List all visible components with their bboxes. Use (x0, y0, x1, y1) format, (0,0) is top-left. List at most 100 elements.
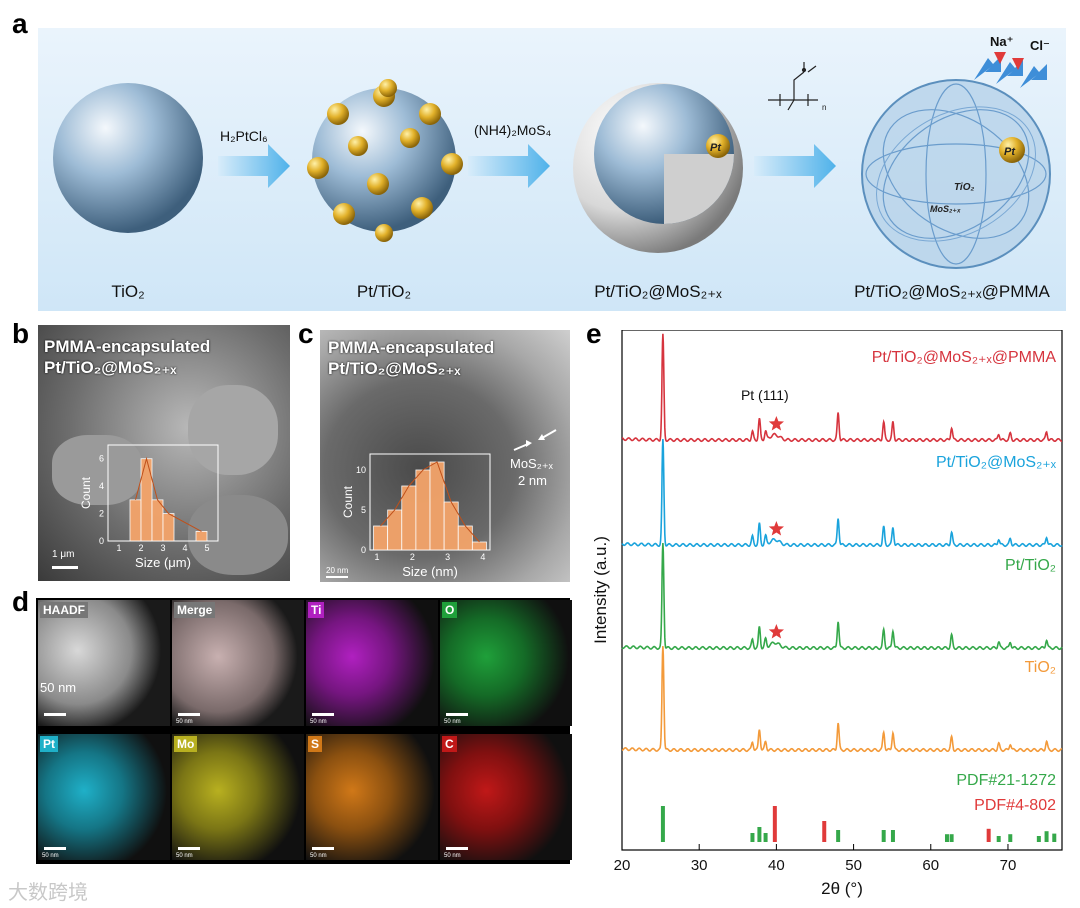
series-label: Pt/TiO₂@MoS₂₊ₓ (936, 454, 1057, 471)
pmma-structure-icon: n (768, 62, 826, 112)
series-label: Pt/TiO₂ (1005, 557, 1056, 574)
eds-tile-label: Pt (40, 736, 58, 752)
sem-scale-text: 1 μm (52, 549, 75, 560)
hist-x-label: Size (nm) (402, 564, 458, 579)
series-label: Pt/TiO₂@MoS₂₊ₓ@PMMA (872, 349, 1057, 366)
reference-label: PDF#4-802 (974, 797, 1056, 814)
eds-tile-pt: Pt 50 nm (38, 734, 170, 860)
eds-tile-c: C 50 nm (440, 734, 572, 860)
schematic-panel: Pt n Pt TiO₂ MoS₂₊ₓ (38, 28, 1066, 311)
sem-caption-1: PMMA-encapsulated (44, 337, 211, 356)
x-tick-label: 70 (1000, 857, 1017, 874)
pt-tio2-sphere (307, 79, 463, 242)
hist-x-tick: 5 (204, 543, 209, 553)
x-tick-label: 30 (691, 857, 708, 874)
na-ion-label: Na⁺ (990, 34, 1013, 49)
pt-111-annotation: Pt (111) (741, 387, 789, 403)
series-line (621, 333, 1062, 443)
reagent-2: (NH4)₂MoS₄ (474, 122, 552, 138)
sem-scale-bar (52, 566, 78, 569)
eds-scale-text: 50 nm (42, 853, 59, 859)
pt-star-icon (768, 416, 784, 431)
tio2-inner-label: TiO₂ (954, 182, 974, 193)
hist-bar (373, 525, 389, 551)
hist-bar (415, 469, 431, 551)
eds-scale-bar (178, 847, 200, 850)
xrd-chart: 20 30 40 50 60 70 2θ (°) Intensity (a.u.) Pt/TiO… (591, 330, 1063, 898)
pt-star-icon (768, 624, 784, 639)
hist-x-label: Size (μm) (135, 555, 191, 570)
hist-x-tick: 3 (160, 543, 165, 553)
eds-scale-text: 50 nm (310, 719, 327, 725)
watermark-text: 大数跨境 (8, 882, 88, 904)
panel-label-c: c (298, 318, 314, 349)
sem-histogram: 1 2 3 4 5 0 2 4 6 Size (μm) Count (79, 444, 219, 570)
hist-y-tick: 2 (99, 509, 104, 519)
reference-label: PDF#21-1272 (956, 772, 1056, 789)
hist-bar (140, 458, 153, 542)
stage-label-pt-tio2: Pt/TiO₂ (356, 282, 412, 301)
series-line (621, 438, 1063, 548)
plot-frame (621, 330, 1063, 851)
hist-bar (471, 541, 487, 551)
hist-bar (195, 530, 208, 542)
eds-scale-text: 50 nm (444, 719, 461, 725)
eds-scale-bar (446, 713, 468, 716)
hist-y-tick: 4 (99, 481, 104, 491)
hist-y-tick: 0 (361, 545, 366, 555)
eds-tile-mo: Mo 50 nm (172, 734, 304, 860)
pmma-coated-sphere: Pt TiO₂ MoS₂₊ₓ (861, 52, 1051, 269)
eds-tile-s: S 50 nm (306, 734, 438, 860)
x-axis-label: 2θ (°) (821, 879, 863, 898)
pt-tio2-mos2-sphere: Pt (573, 83, 743, 253)
hist-bar (443, 501, 459, 551)
arrow-3-icon (754, 144, 836, 188)
series-line (621, 646, 1063, 753)
cl-ion-label: Cl⁻ (1030, 38, 1050, 53)
layer-label: MoS₂₊ₓ (510, 456, 553, 471)
eds-scale-text: 50 nm (310, 853, 327, 859)
x-tick-label: 60 (922, 857, 939, 874)
hist-y-tick: 5 (361, 505, 366, 515)
hist-x-tick: 2 (410, 552, 415, 562)
eds-scale-bar (446, 847, 468, 850)
mos2-inner-label: MoS₂₊ₓ (930, 204, 961, 214)
eds-tile-label: Ti (308, 602, 325, 618)
layer-arrows-icon (513, 429, 557, 451)
sem-caption-2: Pt/TiO₂@MoS₂₊ₓ (44, 358, 177, 377)
stage-label-pmma: Pt/TiO₂@MoS₂₊ₓ@PMMA (854, 282, 1050, 301)
eds-scale-bar (44, 847, 66, 850)
eds-tile-ti: Ti 50 nm (306, 600, 438, 726)
hist-x-tick: 4 (182, 543, 187, 553)
eds-tile-label: Merge (174, 602, 216, 618)
eds-tile-label: Mo (174, 736, 198, 752)
hist-fit-line (380, 461, 480, 543)
stage-label-tio2: TiO₂ (111, 282, 145, 301)
pt-label-1: Pt (710, 142, 722, 154)
panel-label-e: e (586, 318, 602, 349)
hist-x-tick: 2 (138, 543, 143, 553)
series-line (621, 542, 1063, 651)
series-label: TiO₂ (1025, 659, 1056, 676)
eds-scale-text: 50 nm (176, 719, 193, 725)
eds-tile-haadf: HAADF (38, 600, 170, 726)
tio2-sphere (53, 83, 203, 233)
hist-y-tick: 6 (99, 454, 104, 464)
x-tick-label: 40 (768, 857, 785, 874)
eds-scale-text: 50 nm (176, 853, 193, 859)
eds-scale-text: 50 nm (444, 853, 461, 859)
tem-histogram: 1 2 3 4 0 5 10 Size (nm) Count (341, 453, 491, 579)
hist-bar (401, 485, 417, 551)
eds-tile-label: O (442, 602, 458, 618)
eds-scale-bar (312, 847, 334, 850)
arrow-1-icon (218, 144, 290, 188)
hist-y-label: Count (341, 485, 355, 518)
reagent-1: H₂PtCl₆ (220, 128, 268, 144)
eds-tile-label: C (442, 736, 457, 752)
schematic-drawing: Pt n Pt TiO₂ MoS₂₊ₓ (53, 34, 1051, 269)
sem-image: PMMA-encapsulated Pt/TiO₂@MoS₂₊ₓ 1 2 3 4 5 0 2… (38, 325, 290, 581)
hist-bar (151, 499, 164, 542)
tem-scale-bar (326, 576, 348, 578)
eds-maps: HAADF Merge 50 nm Ti 50 nm O 50 nm Pt 50 nm Mo 50 … (36, 598, 572, 864)
